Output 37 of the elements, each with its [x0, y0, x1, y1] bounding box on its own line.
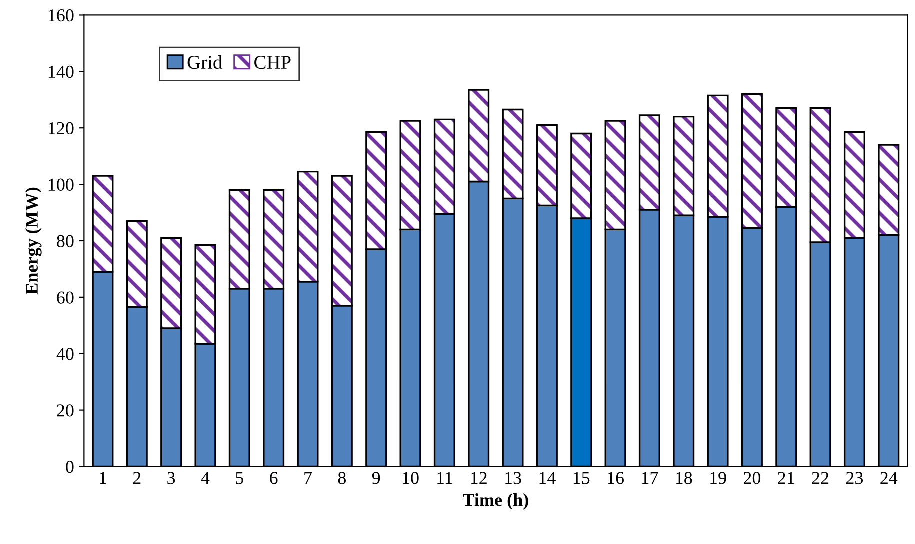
x-tick-label: 20 [744, 472, 761, 484]
y-tick-label: 0 [66, 461, 74, 474]
x-tick-label: 2 [133, 472, 141, 484]
x-tick-label: 9 [372, 472, 380, 484]
x-tick-label: 3 [168, 472, 176, 484]
x-tick-label: 4 [201, 472, 210, 484]
x-tick-label: 17 [642, 472, 658, 484]
x-tick-label: 15 [574, 472, 590, 484]
y-tick-label: 20 [57, 404, 74, 417]
x-tick-label: 23 [846, 472, 864, 484]
x-tick-label: 18 [676, 472, 692, 484]
x-tick-label: 24 [880, 472, 898, 484]
x-tick-label: 19 [710, 472, 726, 484]
y-tick-label: 160 [48, 9, 74, 22]
x-tick-label: 6 [270, 472, 278, 484]
x-tick-label: 8 [338, 472, 346, 484]
y-tick-label: 140 [48, 66, 74, 78]
y-axis-title: Energy (MW) [25, 188, 42, 295]
x-tick-label: 10 [403, 472, 419, 484]
x-tick-label: 21 [778, 472, 794, 484]
x-tick-label: 14 [540, 472, 556, 484]
y-tick-label: 40 [56, 348, 74, 360]
x-axis-title: Time (h) [463, 494, 528, 510]
x-tick-label: 7 [304, 472, 312, 484]
x-tick-label: 13 [506, 472, 522, 484]
x-tick-label: 1 [100, 472, 106, 484]
x-tick-label: 22 [812, 472, 829, 484]
legend-label: Grid [188, 55, 222, 70]
x-tick-label: 12 [471, 472, 487, 484]
y-tick-label: 80 [57, 235, 74, 248]
legend-label: CHP [254, 56, 291, 70]
y-tick-label: 100 [48, 178, 74, 191]
x-tick-label: 5 [236, 472, 244, 484]
y-tick-label: 60 [57, 292, 74, 304]
x-tick-label: 16 [608, 472, 624, 484]
x-tick-label: 11 [438, 472, 452, 484]
y-tick-label: 120 [48, 122, 74, 135]
